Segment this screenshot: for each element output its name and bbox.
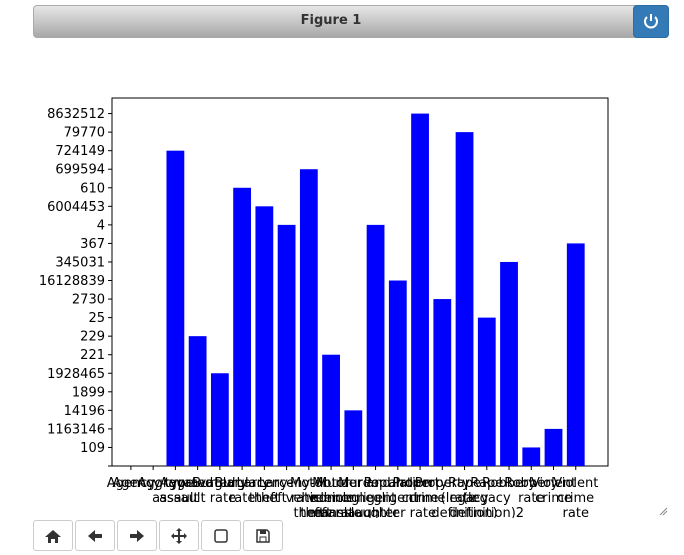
y-tick-label: 16128839 (39, 274, 105, 289)
back-button[interactable] (75, 520, 115, 551)
bar (455, 132, 474, 466)
x-tick-label: Property crime rate (409, 476, 476, 506)
x-tick-label: Robbery rate (504, 476, 558, 506)
bar (322, 354, 340, 466)
x-tick-label: Aggravated assault rate (159, 476, 236, 506)
y-tick-label: 699594 (55, 163, 105, 178)
close-button[interactable] (633, 5, 669, 38)
y-tick-label: 610 (80, 181, 105, 196)
x-tick-label: Burglary rate (215, 476, 270, 506)
y-tick-label: 1899 (72, 385, 105, 400)
x-tick-label: Murder and nonnegligent manslaughter (308, 476, 399, 518)
y-tick-label: 109 (80, 441, 105, 456)
x-tick-label: Violent crime rate (553, 476, 598, 518)
y-tick-label: 79770 (64, 126, 105, 141)
bar (166, 150, 185, 466)
bar (433, 299, 452, 466)
bar (210, 373, 229, 466)
bar (477, 317, 496, 466)
y-tick-label: 6004453 (47, 200, 105, 215)
chart: 109 1163146 14196 1899 1928465 221 229 25 2730 16… (39, 97, 668, 518)
title-bar: Figure 1 (33, 5, 669, 38)
bar (366, 224, 385, 466)
bar (544, 428, 563, 466)
bar (411, 113, 429, 467)
x-tick-label: Burglary (192, 476, 247, 491)
window-title: Figure 1 (300, 13, 362, 28)
pan-button[interactable] (159, 520, 199, 551)
home-button[interactable] (33, 520, 73, 551)
power-icon (644, 14, 658, 29)
x-tick-label: Murder and nonnegligent manslaughter rate (315, 476, 436, 518)
bar (522, 447, 541, 466)
bar (500, 261, 518, 466)
x-tick-label: Larceny-theft (236, 476, 292, 506)
bar (566, 243, 585, 466)
forward-button[interactable] (117, 520, 157, 551)
save-button[interactable] (243, 520, 283, 551)
x-tick-label: Aggravated assault (138, 476, 214, 506)
x-tick-label: Motor vehicle theft (286, 476, 332, 518)
resize-handle (659, 507, 668, 516)
y-tick-label: 724149 (55, 144, 105, 159)
x-tick-label: Rape (legacy definition) (431, 476, 497, 518)
bar (344, 410, 363, 466)
x-tick-label: Property crime (393, 476, 448, 506)
y-tick-label: 229 (80, 330, 105, 345)
bar (255, 206, 274, 467)
x-tick-label: Larceny-theft rate (256, 476, 317, 506)
y-tick-label: 1928465 (47, 367, 105, 382)
x-tick-label: Agency (107, 476, 156, 491)
x-tick-label: Violent crime (531, 476, 576, 506)
bar (388, 280, 407, 466)
y-tick-label: 367 (80, 237, 105, 252)
y-tick-label: 221 (80, 348, 105, 363)
x-tick-label: Rape (legacy definition)2 (450, 476, 525, 518)
bar (233, 187, 252, 466)
x-tick-label: Motor vehicle theft rate (300, 476, 361, 518)
bar (299, 169, 318, 466)
y-tick-label: 2730 (72, 293, 105, 308)
x-tick-label: Robbery (482, 476, 536, 491)
y-tick-label: 14196 (64, 404, 105, 419)
y-tick-label: 345031 (55, 255, 105, 270)
y-tick-label: 1163146 (47, 422, 105, 437)
bar (277, 224, 296, 466)
toolbar (33, 520, 285, 551)
x-tick-label: Population (364, 476, 432, 491)
x-tick-label: Agency type (112, 476, 193, 491)
y-tick-label: 4 (97, 218, 105, 233)
y-tick-label: 8632512 (47, 107, 105, 122)
bar (188, 336, 207, 466)
y-tick-label: 25 (88, 311, 105, 326)
zoom-button[interactable] (201, 520, 241, 551)
